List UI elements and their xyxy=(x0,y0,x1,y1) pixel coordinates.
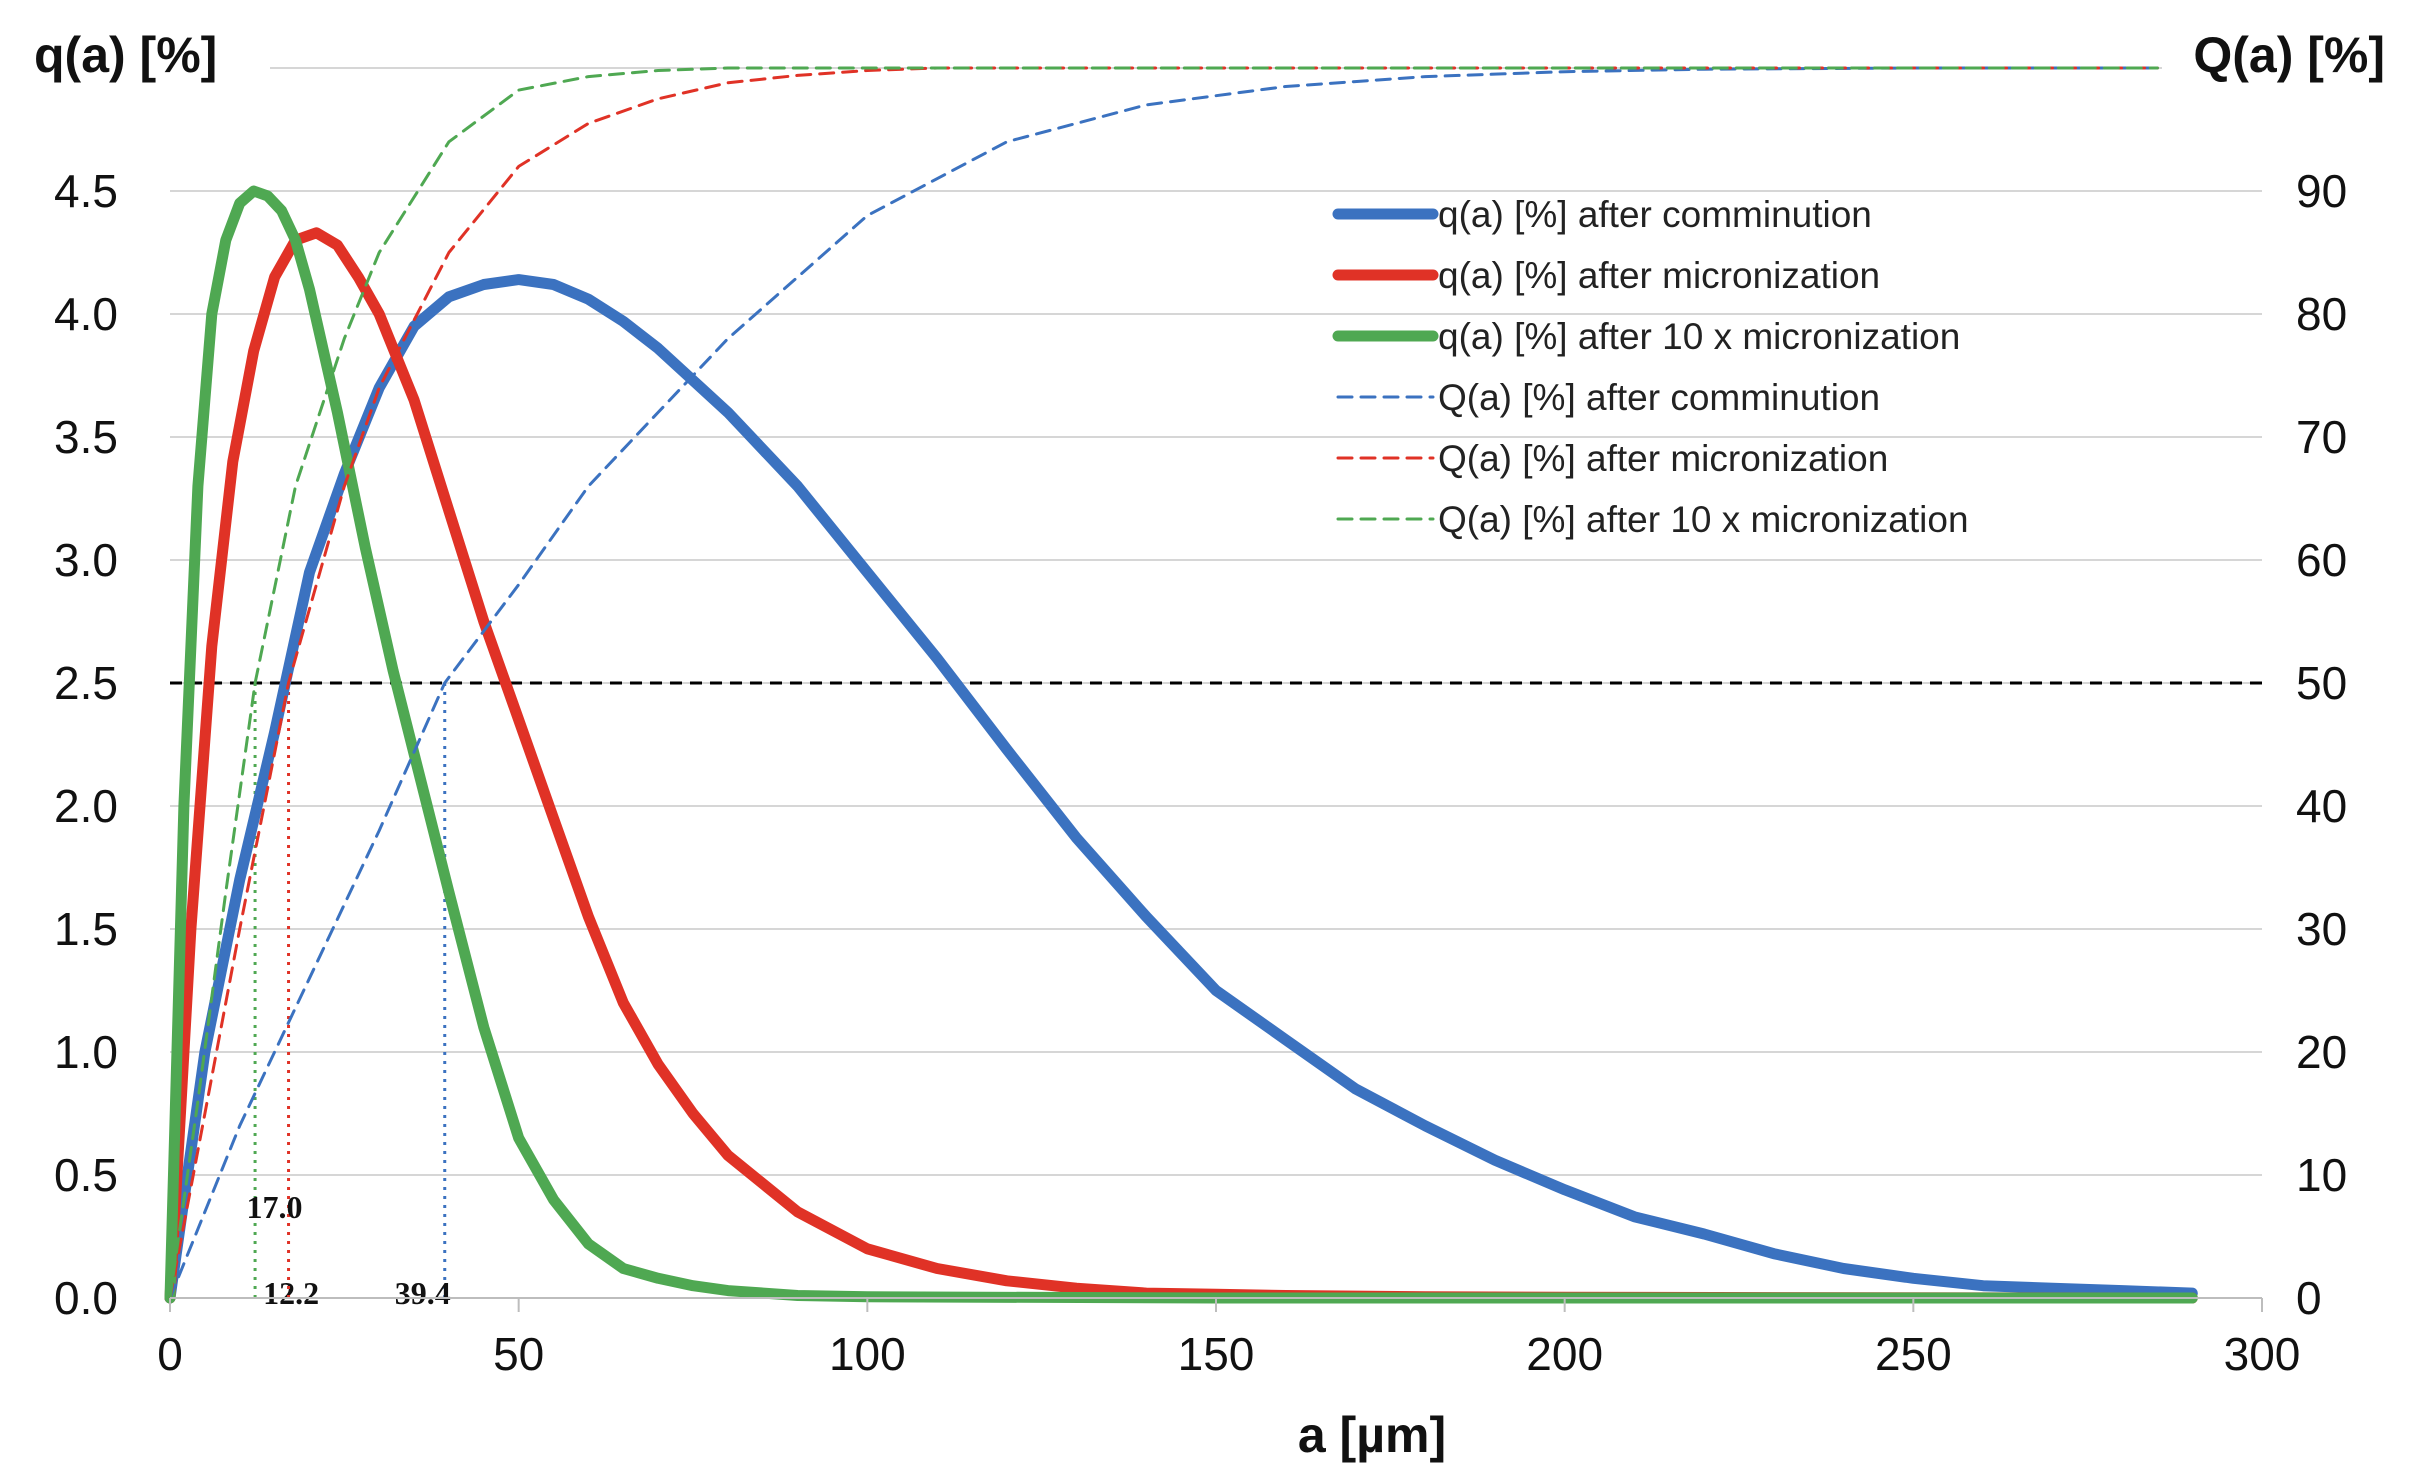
legend-entry: q(a) [%] after comminution xyxy=(1438,194,1872,235)
legend-entry: Q(a) [%] after comminution xyxy=(1438,377,1880,418)
x-tick-label: 150 xyxy=(1178,1328,1255,1380)
y-left-tick-label: 4.0 xyxy=(54,288,118,340)
x-tick-label: 300 xyxy=(2224,1328,2301,1380)
y-left-tick-label: 1.0 xyxy=(54,1026,118,1078)
series-line xyxy=(164,274,2198,1304)
y-right-tick-label: 0 xyxy=(2296,1272,2322,1324)
x-tick-label: 100 xyxy=(829,1328,906,1380)
y-right-tick-label: 70 xyxy=(2296,411,2347,463)
y-left-tick-label: 2.0 xyxy=(54,780,118,832)
legend-entry: Q(a) [%] after 10 x micronization xyxy=(1438,499,1969,540)
x-tick-label: 0 xyxy=(157,1328,183,1380)
y-axis-right-title: Q(a) [%] xyxy=(2193,27,2385,83)
series-line xyxy=(168,66,2159,1300)
y-left-tick-label: 3.5 xyxy=(54,411,118,463)
y-right-tick-label: 90 xyxy=(2296,165,2347,217)
median-marker-label: 39.4 xyxy=(395,1275,451,1311)
y-left-tick-label: 4.5 xyxy=(54,165,118,217)
y-right-tick-label: 40 xyxy=(2296,780,2347,832)
y-left-tick-label: 2.5 xyxy=(54,657,118,709)
series-line xyxy=(168,66,2159,1300)
y-left-tick-label: 0.0 xyxy=(54,1272,118,1324)
legend-entry: q(a) [%] after 10 x micronization xyxy=(1438,316,1960,357)
series-line xyxy=(164,227,2198,1304)
series-line xyxy=(168,66,2159,1300)
y-left-tick-label: 1.5 xyxy=(54,903,118,955)
median-marker-label: 12.2 xyxy=(263,1275,319,1311)
axis-layer: 0.0 0.5 1.0 1.5 2.0 2.5 3.0 3.5 4.0 4.5 0 10 20 30 40 5… xyxy=(54,165,2347,1380)
y-right-tick-label: 50 xyxy=(2296,657,2347,709)
series-line xyxy=(164,185,2198,1304)
legend-entry: Q(a) [%] after micronization xyxy=(1438,438,1888,479)
x-tick-label: 250 xyxy=(1875,1328,1952,1380)
median-marker-label: 17.0 xyxy=(247,1189,303,1225)
x-tick-label: 200 xyxy=(1526,1328,1603,1380)
median-marker-layer: 12.2 17.0 39.4 xyxy=(247,683,451,1311)
y-right-tick-label: 30 xyxy=(2296,903,2347,955)
x-tick-label: 50 xyxy=(493,1328,544,1380)
y-right-tick-label: 80 xyxy=(2296,288,2347,340)
y-axis-left-title: q(a) [%] xyxy=(34,27,217,83)
y-left-tick-label: 3.0 xyxy=(54,534,118,586)
legend: q(a) [%] after comminution q(a) [%] after… xyxy=(1332,194,1969,540)
series-layer xyxy=(164,66,2198,1304)
y-right-tick-label: 60 xyxy=(2296,534,2347,586)
y-right-tick-label: 10 xyxy=(2296,1149,2347,1201)
x-axis-title: a [µm] xyxy=(1298,1407,1446,1463)
y-left-tick-label: 0.5 xyxy=(54,1149,118,1201)
y-right-tick-label: 20 xyxy=(2296,1026,2347,1078)
legend-entry: q(a) [%] after micronization xyxy=(1438,255,1880,296)
